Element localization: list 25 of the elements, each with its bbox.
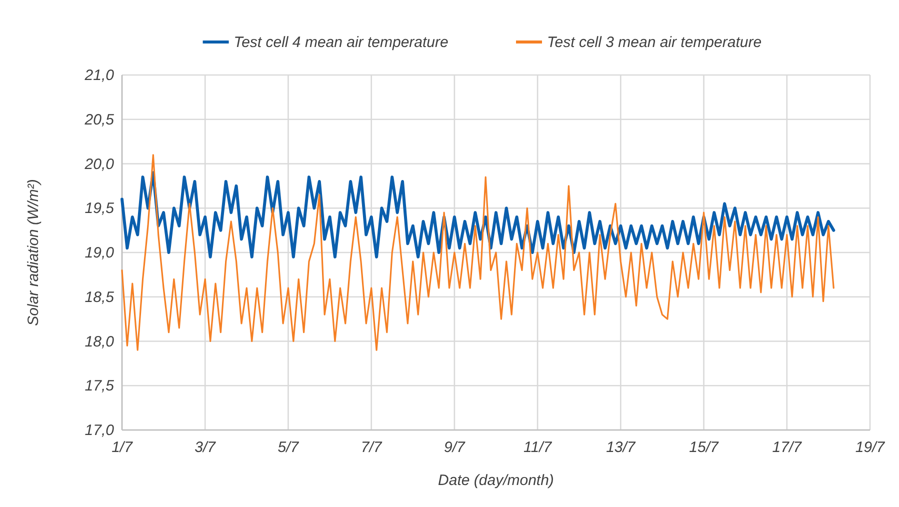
y-tick-label: 19,5 [84,200,115,218]
legend-label: Test cell 4 mean air temperature [234,34,448,51]
x-tick-label: 3/7 [194,439,216,456]
x-tick-label: 11/7 [524,439,552,456]
x-tick-label: 19/7 [855,439,886,456]
y-tick-label: 18,5 [84,288,115,306]
legend-label: Test cell 3 mean air temperature [547,34,762,51]
y-tick-label: 21,0 [84,67,115,84]
x-tick-label: 1/7 [112,439,134,456]
y-tick-label: 19,0 [84,244,115,262]
y-tick-label: 17,5 [84,378,115,395]
x-tick-label: 7/7 [360,439,382,456]
x-axis-title: Date (day/month) [438,472,554,489]
y-tick-label: 17,0 [84,422,115,439]
y-axis-title: Solar radiation (W/m²) [25,179,42,326]
y-tick-label: 20,0 [84,156,115,173]
line-series [120,171,836,258]
x-tick-label: 17/7 [772,439,802,456]
line-series [121,154,834,351]
y-tick-label: 18,0 [84,333,115,350]
x-tick-label: 5/7 [278,439,300,456]
x-tick-label: 13/7 [606,439,636,456]
x-tick-label: 9/7 [444,439,466,456]
x-tick-label: 15/7 [689,439,720,456]
y-tick-label: 20,5 [84,111,115,128]
